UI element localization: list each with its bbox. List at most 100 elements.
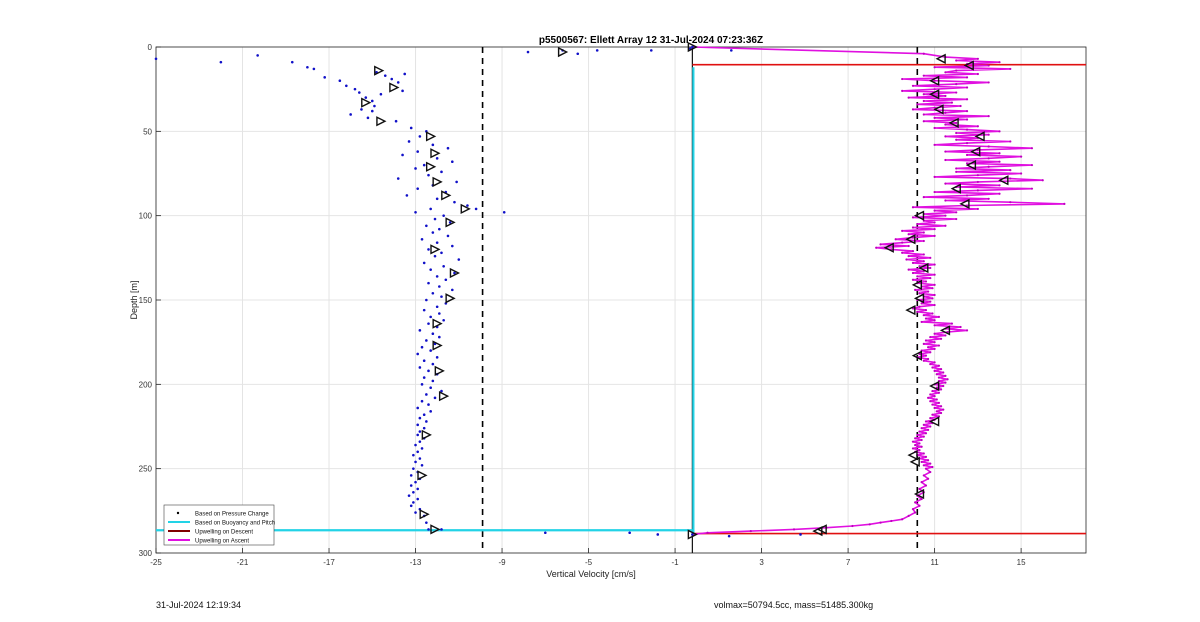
pressure-change-point: [394, 119, 398, 123]
ascent-point: [935, 373, 938, 376]
descent-triangle-marker: [389, 82, 400, 93]
ascent-point: [924, 484, 928, 487]
ascent-point: [965, 194, 969, 197]
ascent-point: [907, 244, 910, 248]
pressure-change-point: [409, 474, 413, 477]
ascent-point: [911, 440, 915, 443]
pressure-change-point: [312, 67, 316, 71]
descent-triangle-marker: [687, 529, 698, 540]
pressure-change-point: [453, 200, 456, 204]
ascent-point: [931, 297, 934, 300]
y-tick-label: 50: [143, 127, 152, 136]
ascent-point: [1030, 187, 1034, 190]
ascent-point: [933, 209, 936, 212]
ascent-point: [911, 261, 915, 264]
pressure-change-point: [433, 254, 437, 258]
ascent-point: [911, 226, 915, 229]
pressure-change-point: [422, 413, 426, 416]
pressure-change-point: [427, 528, 430, 531]
pressure-change-point: [416, 450, 419, 454]
ascent-point: [907, 514, 910, 517]
x-tick-label: 11: [930, 558, 939, 567]
ascent-point: [918, 265, 921, 268]
ascent-point: [918, 442, 921, 445]
ascent-point: [879, 243, 882, 246]
pressure-change-point: [416, 487, 419, 491]
pressure-change-point: [595, 49, 599, 52]
ascent-point: [922, 74, 925, 77]
ascent-point: [1009, 177, 1012, 180]
ascent-point: [933, 395, 936, 398]
descent-triangle-marker: [557, 46, 569, 58]
ascent-point: [931, 287, 934, 290]
pressure-change-point: [656, 533, 660, 536]
ascent-point: [965, 153, 969, 157]
ascent-point: [933, 341, 936, 344]
pressure-change-point: [338, 79, 342, 83]
y-axis-label: Depth [m]: [129, 280, 139, 319]
ascent-point: [933, 361, 936, 364]
ascent-point: [946, 378, 949, 381]
ascent-point: [944, 214, 947, 217]
y-tick-label: 150: [139, 296, 153, 305]
ascent-point: [914, 437, 917, 440]
ascent-point: [907, 96, 910, 99]
ascent-point: [792, 528, 796, 531]
x-tick-label: -17: [323, 558, 335, 567]
descent-triangle-marker: [417, 470, 428, 481]
pressure-change-point: [427, 322, 430, 325]
pressure-change-point: [444, 278, 448, 282]
pressure-change-point: [256, 54, 259, 57]
ascent-point: [944, 224, 947, 227]
ascent-point: [939, 337, 943, 340]
ascent-point: [933, 106, 936, 109]
pressure-change-point: [727, 534, 731, 538]
pressure-change-point: [420, 345, 424, 349]
pressure-change-point: [448, 221, 452, 224]
ascent-triangle-marker: [918, 262, 929, 274]
ascent-point: [875, 246, 878, 249]
ascent-triangle-marker: [965, 159, 977, 171]
ascent-point: [944, 94, 947, 98]
pressure-change-point: [407, 140, 411, 143]
pressure-change-point: [422, 359, 426, 363]
ascent-point: [965, 142, 969, 145]
pressure-change-point: [431, 143, 435, 147]
pressure-change-point: [433, 217, 437, 221]
ascent-point: [911, 108, 915, 111]
ascent-point: [922, 231, 925, 234]
ascent-point: [944, 71, 947, 74]
ascent-triangle-marker: [929, 380, 940, 392]
ascent-point: [924, 309, 928, 312]
ascent-point: [939, 405, 943, 408]
ascent-point: [922, 113, 925, 116]
descent-triangle-marker: [432, 176, 443, 188]
ascent-point: [911, 278, 915, 281]
ascent-point: [939, 411, 943, 415]
descent-triangle-marker: [441, 190, 452, 201]
ascent-point: [901, 89, 904, 92]
ascent-point: [922, 474, 925, 477]
ascent-point: [922, 464, 925, 467]
descent-triangle-marker: [460, 203, 471, 215]
ascent-point: [929, 362, 932, 366]
ascent-point: [965, 109, 969, 113]
pressure-change-point: [409, 484, 413, 487]
ascent-point: [937, 364, 941, 367]
ascent-point: [924, 432, 928, 435]
pressure-change-point: [373, 104, 376, 108]
pressure-change-point: [416, 433, 419, 437]
ascent-point: [901, 241, 904, 244]
ascent-point: [933, 143, 936, 146]
pressure-change-point: [416, 423, 419, 427]
ascent-point: [933, 234, 936, 238]
pressure-change-point: [416, 406, 419, 410]
ascent-point: [914, 443, 917, 447]
pressure-change-point: [425, 339, 428, 342]
legend-label: Based on Pressure Change: [195, 512, 269, 518]
ascent-point: [939, 388, 943, 391]
pressure-change-point: [418, 430, 422, 433]
pressure-change-point: [435, 197, 439, 201]
pressure-change-point: [414, 480, 417, 484]
ascent-point: [922, 196, 925, 199]
